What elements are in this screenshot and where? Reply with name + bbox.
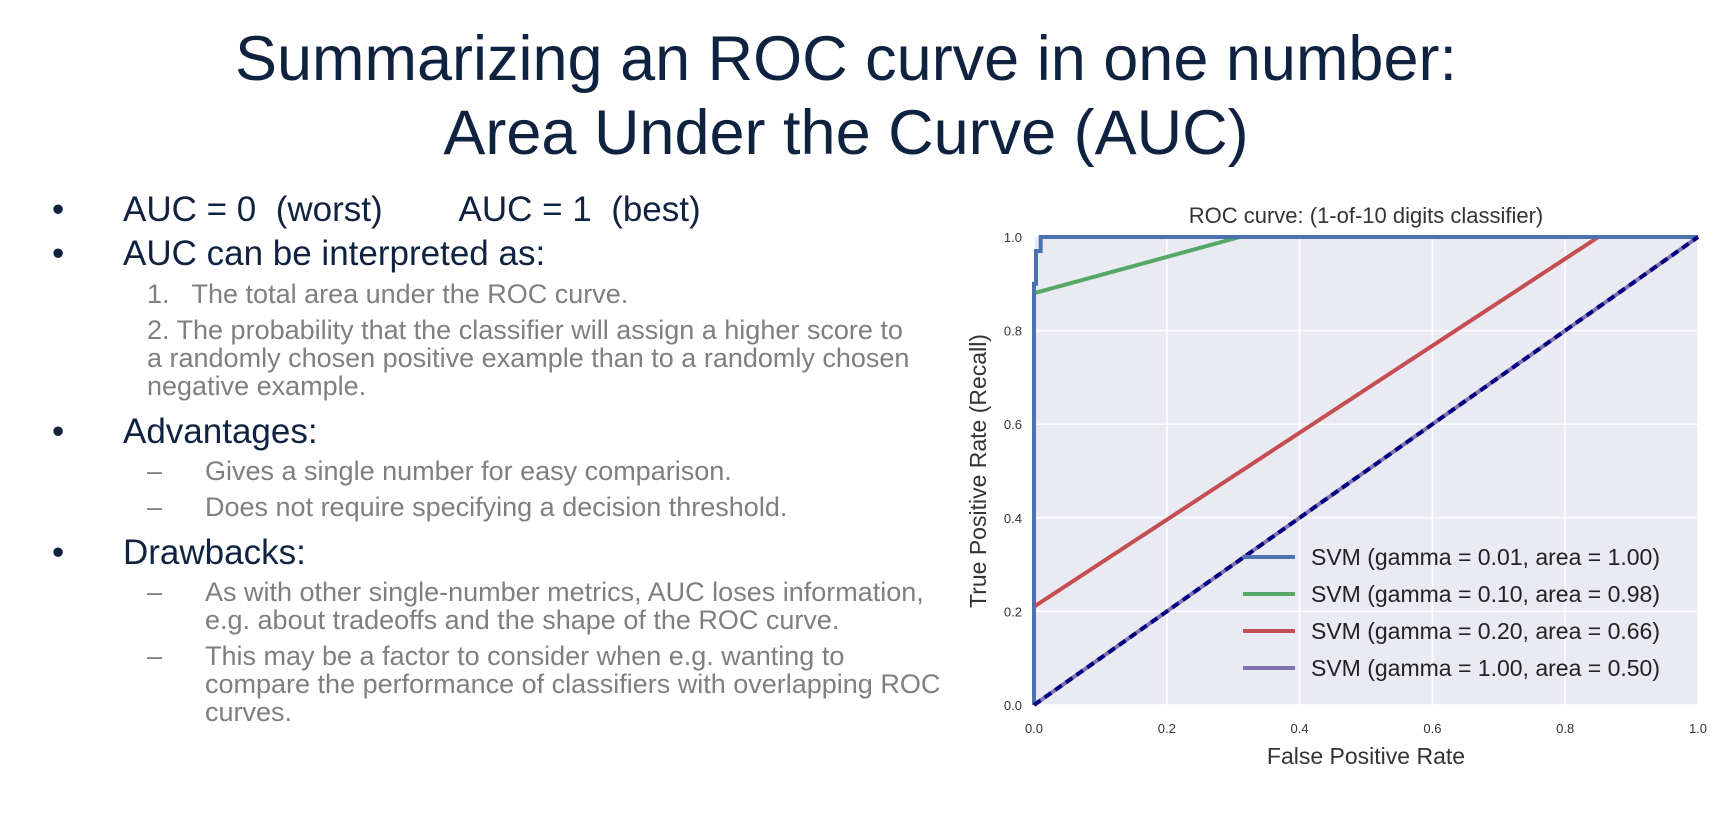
x-tick-label: 0.6 [1423, 721, 1441, 736]
legend-entry: SVM (gamma = 0.01, area = 1.00) [1311, 544, 1660, 570]
bullet-text: Drawbacks: [123, 533, 306, 572]
legend-entry: SVM (gamma = 0.20, area = 0.66) [1311, 618, 1660, 644]
slide-title: Summarizing an ROC curve in one number: … [0, 22, 1692, 170]
bullet-auc-range: • AUC = 0 (worst) AUC = 1 (best) [52, 188, 932, 232]
x-tick-label: 0.2 [1158, 721, 1176, 736]
advantage-text: Gives a single number for easy compariso… [205, 456, 732, 486]
x-tick-label: 0.4 [1291, 721, 1309, 736]
dash-marker: – [147, 577, 163, 607]
dash-marker: – [147, 641, 163, 671]
x-tick-label: 0.8 [1556, 721, 1574, 736]
bullet-dot: • [52, 190, 65, 229]
bullet-dot: • [52, 412, 65, 451]
dash-marker: – [147, 456, 163, 486]
advantage-item-2: – Does not require specifying a decision… [52, 493, 932, 521]
drawback-text: As with other single-number metrics, AUC… [205, 577, 924, 635]
bullet-dot: • [52, 533, 65, 572]
advantage-text: Does not require specifying a decision t… [205, 492, 788, 522]
y-tick-label: 0.8 [1004, 324, 1022, 339]
drawback-item-2: – This may be a factor to consider when … [52, 642, 945, 726]
roc-chart-svg: 0.0 0.2 0.4 0.6 0.8 1.0 0.0 0.2 0.4 0.6 0.8 1.0 ROC … [965, 203, 1707, 769]
x-axis-label: False Positive Rate [1267, 743, 1465, 766]
bullet-text: Advantages: [123, 412, 318, 451]
y-tick-label: 0.6 [1004, 417, 1022, 432]
bullet-list: • AUC = 0 (worst) AUC = 1 (best) • AUC c… [52, 188, 940, 734]
drawback-item-1: – As with other single-number metrics, A… [52, 578, 945, 634]
bullet-interpretation: • AUC can be interpreted as: [52, 232, 932, 276]
reference-diagonal-line [1032, 235, 1700, 707]
bullet-text: AUC can be interpreted as: [123, 234, 546, 273]
legend-entry: SVM (gamma = 0.10, area = 0.98) [1311, 581, 1660, 607]
y-tick-label: 0.0 [1004, 698, 1022, 713]
chart-title: ROC curve: (1-of-10 digits classifier) [1189, 203, 1544, 228]
bullet-advantages: • Advantages: [52, 410, 932, 454]
title-line-1: Summarizing an ROC curve in one number: [234, 24, 1457, 94]
x-tick-label: 0.0 [1025, 721, 1043, 736]
y-tick-label: 0.4 [1004, 511, 1022, 526]
interpretation-item-1: 1. The total area under the ROC curve. [52, 280, 917, 308]
interpretation-item-2: 2. The probability that the classifier w… [52, 316, 917, 400]
y-tick-label: 0.2 [1004, 604, 1022, 619]
bullet-text: AUC = 0 (worst) AUC = 1 (best) [123, 190, 701, 229]
roc-curve-series-1 [1032, 235, 1698, 705]
bullet-dot: • [52, 234, 65, 273]
x-tick-label: 1.0 [1689, 721, 1707, 736]
y-tick-label: 1.0 [1004, 230, 1022, 245]
y-axis-label: True Positive Rate (Recall) [965, 334, 991, 608]
advantage-item-1: – Gives a single number for easy compari… [52, 457, 932, 485]
legend-entry: SVM (gamma = 1.00, area = 0.50) [1311, 655, 1660, 681]
roc-chart: 0.0 0.2 0.4 0.6 0.8 1.0 0.0 0.2 0.4 0.6 0.8 1.0 ROC … [950, 196, 1710, 771]
bullet-drawbacks: • Drawbacks: [52, 531, 932, 575]
interpretation-text: 2. The probability that the classifier w… [147, 315, 910, 401]
dash-marker: – [147, 492, 163, 522]
title-line-2: Area Under the Curve (AUC) [443, 98, 1249, 168]
drawback-text: This may be a factor to consider when e.… [205, 641, 941, 727]
interpretation-text: 1. The total area under the ROC curve. [147, 279, 629, 309]
